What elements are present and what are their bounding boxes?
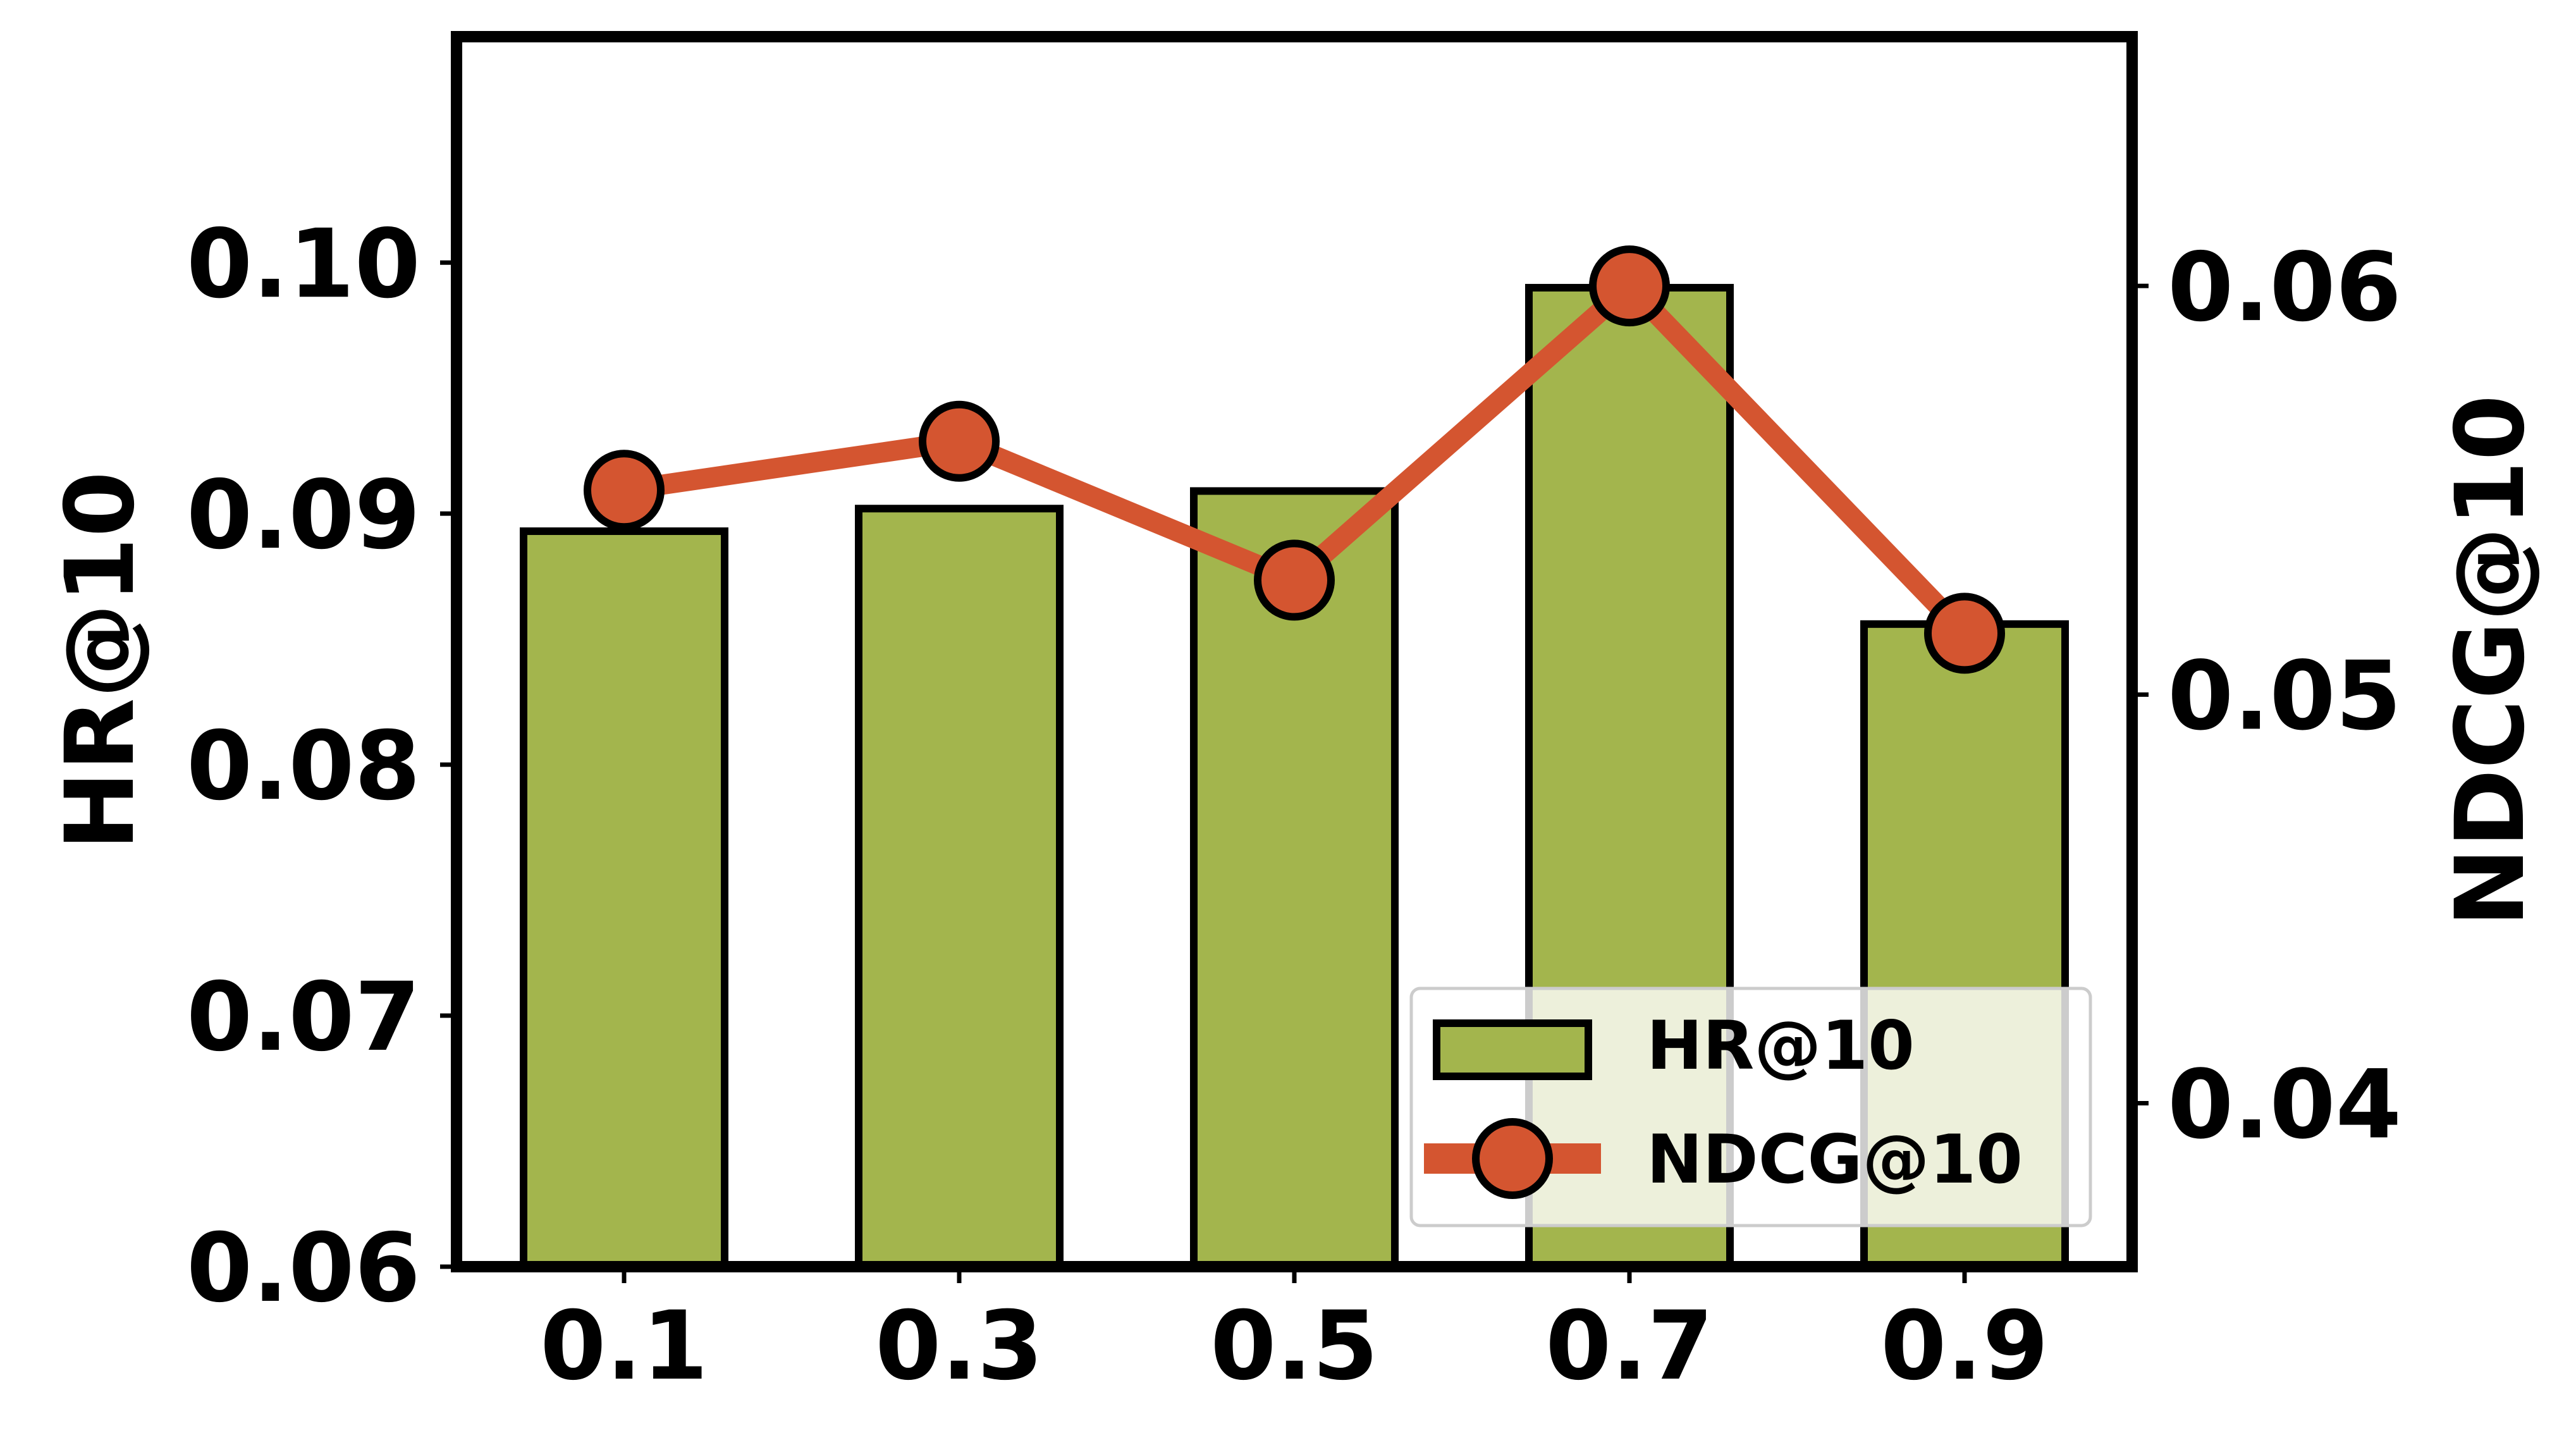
y-tick-label-right-1: 0.05 (2168, 641, 2401, 751)
point-ndcg-2 (1254, 539, 1335, 621)
y-tick-label-left-0: 0.06 (187, 1214, 420, 1324)
point-ndcg-3 (1589, 245, 1670, 327)
x-tick-label-3: 0.7 (1545, 1291, 1714, 1401)
line-layer (584, 245, 2005, 674)
y-axis-label-left: HR@10 (46, 471, 156, 851)
y-tick-label-left-1: 0.07 (187, 963, 420, 1073)
bar-hr-0 (520, 527, 728, 1270)
legend-label-ndcg: NDCG@10 (1647, 1121, 2023, 1198)
y-tick-label-left-4: 0.10 (187, 209, 420, 319)
legend-swatch-ndcg-marker (1472, 1118, 1553, 1199)
y-tick-label-right-0: 0.04 (2168, 1050, 2401, 1160)
bar-hr-1 (855, 505, 1064, 1270)
x-tick-label-4: 0.9 (1880, 1291, 2049, 1401)
ticks-layer: 0.1 0.3 0.5 0.7 0.9 0.06 0.07 0.08 0.09 0.10 0.04 0… (187, 209, 2401, 1401)
legend-swatch-hr (1433, 1019, 1592, 1080)
y-axis-label-right: NDCG@10 (2436, 395, 2546, 927)
x-tick-label-0: 0.1 (540, 1291, 708, 1401)
y-tick-label-left-2: 0.08 (187, 711, 420, 821)
y-tick-label-left-3: 0.09 (187, 460, 420, 570)
point-ndcg-0 (584, 450, 665, 531)
x-tick-label-2: 0.5 (1210, 1291, 1378, 1401)
legend-label-hr: HR@10 (1647, 1007, 1915, 1085)
y-tick-label-right-2: 0.06 (2168, 233, 2401, 343)
legend: HR@10 NDCG@10 (1409, 987, 2092, 1227)
x-tick-label-1: 0.3 (875, 1291, 1043, 1401)
point-ndcg-1 (919, 400, 1000, 482)
point-ndcg-4 (1924, 593, 2005, 674)
